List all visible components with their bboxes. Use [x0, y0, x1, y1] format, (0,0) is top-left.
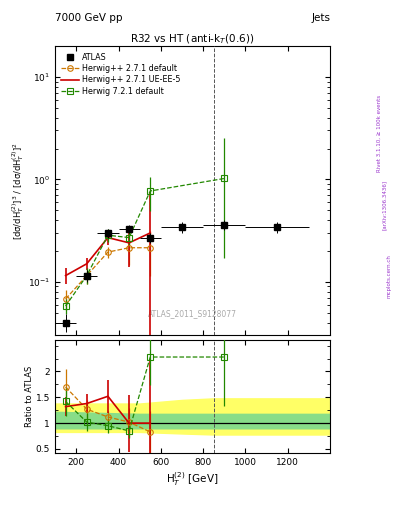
X-axis label: H$_{T}^{(2)}$ [GeV]: H$_{T}^{(2)}$ [GeV] — [166, 470, 219, 487]
Text: Rivet 3.1.10, ≥ 100k events: Rivet 3.1.10, ≥ 100k events — [377, 95, 382, 172]
Text: Jets: Jets — [311, 13, 330, 23]
Y-axis label: Ratio to ATLAS: Ratio to ATLAS — [26, 366, 35, 428]
Text: ATLAS_2011_S9128077: ATLAS_2011_S9128077 — [148, 309, 237, 318]
Legend: ATLAS, Herwig++ 2.7.1 default, Herwig++ 2.7.1 UE-EE-5, Herwig 7.2.1 default: ATLAS, Herwig++ 2.7.1 default, Herwig++ … — [59, 50, 183, 98]
Text: mcplots.cern.ch: mcplots.cern.ch — [387, 254, 392, 298]
Y-axis label: [dσ/dH$_{T}^{(2)}$]$^{3}$ / [dσ/dH$_{T}^{(2)}$]$^{2}$: [dσ/dH$_{T}^{(2)}$]$^{3}$ / [dσ/dH$_{T}^… — [11, 142, 26, 240]
Title: R32 vs HT (anti-k$_{T}$(0.6)): R32 vs HT (anti-k$_{T}$(0.6)) — [130, 32, 255, 46]
Text: 7000 GeV pp: 7000 GeV pp — [55, 13, 123, 23]
Text: [arXiv:1306.3436]: [arXiv:1306.3436] — [382, 180, 387, 230]
